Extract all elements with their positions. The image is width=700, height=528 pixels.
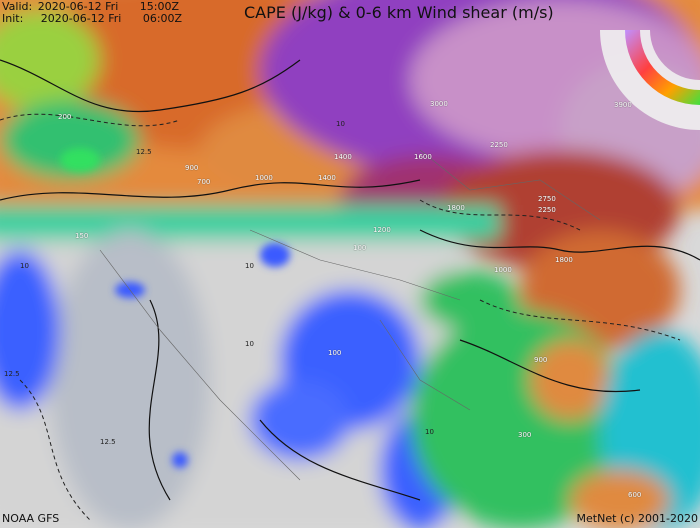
contour-label: 10: [245, 262, 254, 270]
credit-label: MetNet (c) 2001-2020: [576, 512, 698, 525]
contour-label: 1600: [414, 153, 432, 161]
contour-label: 1800: [447, 204, 465, 212]
contour-label: 1400: [334, 153, 352, 161]
contour-label: 2750: [538, 195, 556, 203]
contour-label: 900: [185, 164, 199, 172]
low-cape-blobs: [60, 148, 290, 468]
contour-label: 3000: [430, 100, 448, 108]
init-line: Init: 2020-06-12 Fri 06:00Z: [2, 13, 182, 25]
contour-label: 12.5: [100, 438, 116, 446]
map-title: CAPE (J/kg) & 0-6 km Wind shear (m/s): [244, 3, 554, 22]
contour-label: 1000: [255, 174, 273, 182]
contour-label: 10: [425, 428, 434, 436]
contour-label: 1000: [494, 266, 512, 274]
init-date: 2020-06-12 Fri: [40, 12, 122, 25]
shear-contours: [0, 59, 700, 501]
contour-label: 2250: [538, 206, 556, 214]
contour-label: 1200: [373, 226, 391, 234]
contour-label: 1800: [555, 256, 573, 264]
contour-label: 2250: [490, 141, 508, 149]
contour-label: 100: [353, 244, 367, 252]
color-legend-wheel: [600, 30, 700, 130]
borders: [99, 149, 601, 481]
contour-label: 12.5: [136, 148, 152, 156]
contour-label: 12.5: [4, 370, 20, 378]
valid-line: Valid: 2020-06-12 Fri 15:00Z: [2, 1, 179, 13]
contour-label: 1400: [318, 174, 336, 182]
contour-label: 600: [628, 491, 642, 499]
contour-label: 200: [58, 113, 72, 121]
contour-label: 100: [328, 349, 342, 357]
valid-time: 15:00Z: [139, 0, 179, 13]
contour-label: 10: [245, 340, 254, 348]
contour-label: 900: [534, 356, 548, 364]
valid-date: 2020-06-12 Fri: [37, 0, 119, 13]
contour-label: 10: [336, 120, 345, 128]
dashed-contours: [0, 113, 681, 521]
init-label: Init:: [2, 12, 24, 25]
contour-label: 700: [197, 178, 211, 186]
contour-label: 10: [20, 262, 29, 270]
valid-label: Valid:: [2, 0, 33, 13]
contour-label: 300: [518, 431, 532, 439]
contour-label: 150: [75, 232, 89, 240]
contour-label: 3900: [614, 101, 632, 109]
model-label: NOAA GFS: [2, 512, 60, 525]
init-time: 06:00Z: [142, 12, 183, 25]
